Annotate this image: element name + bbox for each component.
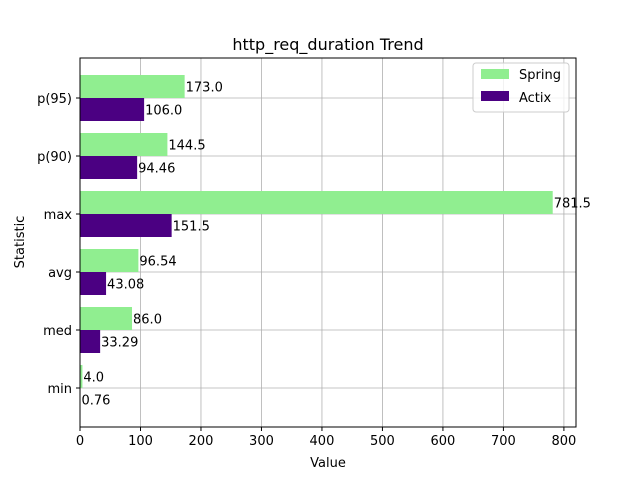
bar-value-label: 4.0 <box>83 371 104 386</box>
x-tick-label: 500 <box>370 434 395 449</box>
bar-actix-med <box>80 330 101 353</box>
y-tick-label: p(90) <box>37 150 72 165</box>
bar-spring-med <box>80 307 133 330</box>
x-tick-label: 0 <box>76 434 84 449</box>
bar-actix-max <box>80 214 172 237</box>
bar-value-label: 96.54 <box>139 255 176 270</box>
y-axis-ticks: min med avg max p(90) p(95) <box>37 92 80 397</box>
bar-value-label: 151.5 <box>173 220 210 235</box>
legend: Spring Actix <box>472 62 570 113</box>
x-tick-label: 200 <box>189 434 214 449</box>
x-axis-label: Value <box>310 456 346 471</box>
bar-actix-p90 <box>80 156 138 179</box>
y-tick-label: max <box>44 208 73 223</box>
x-tick-label: 700 <box>491 434 516 449</box>
bar-value-label: 86.0 <box>133 313 162 328</box>
legend-swatch-actix <box>481 91 509 101</box>
plot-frame <box>79 57 577 428</box>
bar-actix-p95 <box>80 98 145 121</box>
legend-swatch-spring <box>481 69 509 79</box>
bar-value-label: 94.46 <box>138 162 175 177</box>
x-tick-label: 800 <box>551 434 576 449</box>
x-tick-label: 600 <box>431 434 456 449</box>
x-tick-label: 300 <box>249 434 274 449</box>
bars <box>80 75 553 411</box>
bar-value-label: 173.0 <box>186 81 223 96</box>
y-tick-label: p(95) <box>37 92 72 107</box>
x-axis-ticks: 0 100 200 300 400 500 600 700 800 <box>76 427 576 449</box>
bar-spring-p95 <box>80 75 185 98</box>
bar-spring-p90 <box>80 133 168 156</box>
chart-title: http_req_duration Trend <box>232 35 423 55</box>
bar-value-label: 144.5 <box>168 139 205 154</box>
bar-value-label: 106.0 <box>145 104 182 119</box>
bar-actix-avg <box>80 272 107 295</box>
bar-spring-avg <box>80 249 139 272</box>
y-tick-label: med <box>43 324 72 339</box>
x-tick-label: 100 <box>128 434 153 449</box>
legend-label-actix: Actix <box>519 91 552 106</box>
bar-value-label: 781.5 <box>554 197 591 212</box>
y-tick-label: avg <box>48 266 72 281</box>
bar-value-label: 0.76 <box>81 394 110 409</box>
y-axis-label: Statistic <box>13 216 28 269</box>
y-tick-label: min <box>47 382 72 397</box>
bar-value-label: 33.29 <box>101 336 138 351</box>
bar-value-label: 43.08 <box>107 278 144 293</box>
legend-label-spring: Spring <box>519 68 561 83</box>
x-tick-label: 400 <box>310 434 335 449</box>
bar-spring-max <box>80 191 553 214</box>
bar-labels: 4.0 86.0 96.54 781.5 144.5 173.0 0.76 33.29 43.0… <box>81 81 590 409</box>
bar-spring-min <box>80 365 83 388</box>
